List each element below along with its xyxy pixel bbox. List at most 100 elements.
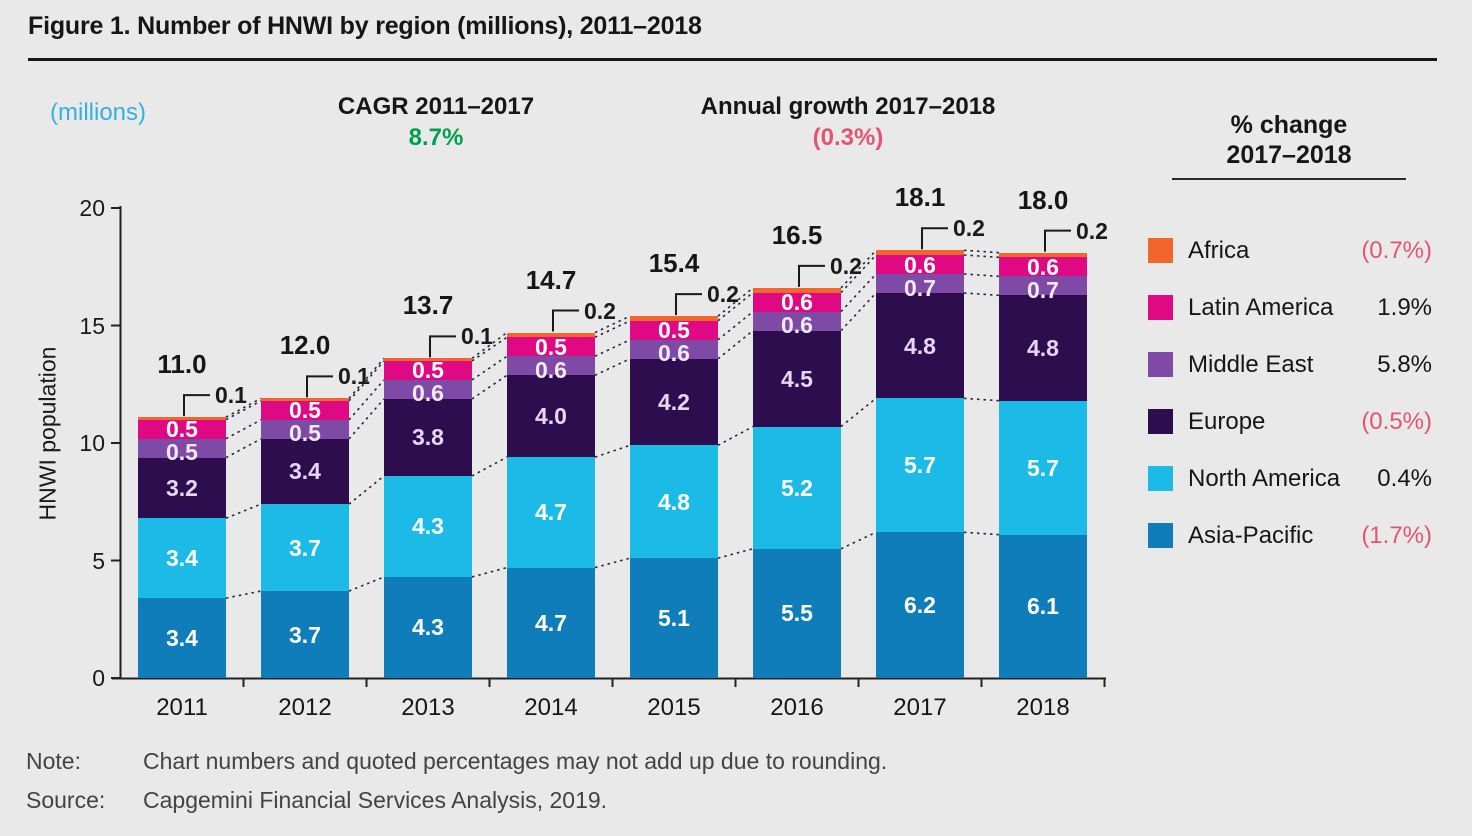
bar-segment-asia-pacific-2017 bbox=[876, 532, 964, 678]
segment-value-label: 0.6 bbox=[658, 340, 690, 367]
cagr-annotation: CAGR 2011–2017 8.7% bbox=[276, 93, 596, 152]
x-category-label: 2014 bbox=[524, 694, 578, 721]
segment-connector-dashed bbox=[963, 292, 1000, 297]
legend-swatch bbox=[1148, 295, 1173, 320]
callout-value-label: 0.2 bbox=[953, 215, 985, 242]
segment-connector-dashed bbox=[840, 292, 877, 332]
segment-value-label: 3.4 bbox=[166, 625, 198, 652]
bar-segment-latin-america-2012 bbox=[261, 400, 349, 420]
segment-connector-dashed bbox=[840, 397, 877, 428]
x-category-label: 2012 bbox=[278, 694, 332, 721]
bar-segment-asia-pacific-2013 bbox=[384, 576, 472, 678]
segment-connector-dashed bbox=[225, 438, 262, 459]
callout-value-label: 0.2 bbox=[830, 252, 862, 279]
bar-segment-asia-pacific-2011 bbox=[138, 598, 226, 678]
legend-swatch bbox=[1148, 238, 1173, 263]
legend-item-africa: Africa (0.7%) bbox=[1148, 238, 1448, 264]
segment-connector-dashed bbox=[840, 254, 877, 294]
segment-connector-dashed bbox=[471, 331, 508, 360]
callout-line bbox=[921, 227, 948, 250]
bar-segment-africa-2017 bbox=[876, 250, 964, 255]
bar-segment-north-america-2015 bbox=[630, 445, 718, 559]
legend-value: 5.8% bbox=[1377, 351, 1432, 378]
bar-segment-latin-america-2018 bbox=[999, 257, 1087, 277]
cagr-value: 8.7% bbox=[408, 124, 464, 151]
segment-value-label: 0.6 bbox=[535, 356, 567, 383]
bar-segment-latin-america-2013 bbox=[384, 360, 472, 380]
callout-line bbox=[183, 394, 210, 417]
figure-title: Figure 1. Number of HNWI by region (mill… bbox=[28, 12, 702, 40]
legend-label: Latin America bbox=[1188, 294, 1334, 321]
bar-segment-north-america-2013 bbox=[384, 475, 472, 577]
segment-connector-dashed bbox=[471, 456, 508, 477]
segment-connector-dashed bbox=[963, 397, 1000, 402]
legend-label: Asia-Pacific bbox=[1188, 522, 1314, 549]
bar-total-label: 14.7 bbox=[525, 264, 577, 295]
segment-value-label: 0.6 bbox=[1027, 253, 1059, 280]
callout-line bbox=[1044, 229, 1071, 252]
legend-label: Africa bbox=[1188, 237, 1250, 264]
segment-value-label: 4.0 bbox=[535, 403, 567, 430]
segment-value-label: 0.5 bbox=[289, 397, 321, 424]
y-tick-label: 0 bbox=[92, 665, 105, 691]
y-axis-unit-label: (millions) bbox=[50, 99, 146, 126]
annual-growth-label: Annual growth 2017–2018 bbox=[700, 93, 996, 120]
callout-value-label: 0.1 bbox=[461, 323, 493, 350]
legend-value: 0.4% bbox=[1377, 465, 1432, 492]
segment-connector-dashed bbox=[840, 273, 877, 313]
segment-connector-dashed bbox=[471, 374, 508, 400]
legend-label: Middle East bbox=[1188, 351, 1314, 378]
bar-segment-latin-america-2015 bbox=[630, 320, 718, 340]
legend-item-middle-east: Middle East 5.8% bbox=[1148, 352, 1448, 378]
source-label: Source: bbox=[26, 787, 106, 813]
legend-swatch bbox=[1148, 352, 1173, 377]
legend-value: (1.7%) bbox=[1361, 522, 1432, 549]
bar-segment-middle-east-2018 bbox=[999, 276, 1087, 296]
segment-connector-dashed bbox=[840, 249, 877, 289]
legend-title: % change 2017–2018 bbox=[1172, 110, 1406, 170]
segment-connector-dashed bbox=[717, 547, 754, 559]
segment-value-label: 3.4 bbox=[289, 458, 321, 485]
segment-connector-dashed bbox=[225, 590, 262, 599]
bar-segment-europe-2015 bbox=[630, 358, 718, 446]
legend-label: Europe bbox=[1188, 408, 1266, 435]
bar-total-label: 18.0 bbox=[1017, 184, 1069, 215]
x-category-label: 2011 bbox=[156, 694, 208, 721]
segment-value-label: 3.2 bbox=[166, 474, 198, 501]
segment-value-label: 5.7 bbox=[904, 452, 936, 479]
bar-segment-africa-2016 bbox=[753, 287, 841, 293]
segment-value-label: 3.8 bbox=[412, 424, 444, 451]
segment-value-label: 6.2 bbox=[904, 592, 936, 619]
callout-value-label: 0.2 bbox=[707, 281, 739, 308]
title-rule bbox=[28, 58, 1437, 61]
bar-total-label: 12.0 bbox=[279, 330, 331, 361]
x-category-label: 2017 bbox=[893, 694, 947, 721]
segment-connector-dashed bbox=[963, 531, 1000, 536]
segment-connector-dashed bbox=[963, 254, 1000, 259]
x-category-label: 2013 bbox=[401, 694, 455, 721]
segment-connector-dashed bbox=[717, 329, 754, 360]
callout-line bbox=[429, 335, 456, 358]
segment-value-label: 0.5 bbox=[166, 416, 198, 443]
segment-connector-dashed bbox=[594, 339, 631, 357]
segment-value-label: 0.5 bbox=[166, 439, 198, 466]
segment-value-label: 5.2 bbox=[781, 474, 813, 501]
bar-segment-north-america-2014 bbox=[507, 457, 595, 568]
cagr-label: CAGR 2011–2017 bbox=[337, 93, 535, 120]
bar-segment-latin-america-2017 bbox=[876, 255, 964, 274]
segment-connector-dashed bbox=[225, 419, 262, 440]
bar-segment-europe-2017 bbox=[876, 293, 964, 399]
bar-total-label: 16.5 bbox=[771, 219, 823, 250]
bar-segment-europe-2016 bbox=[753, 330, 841, 427]
segment-value-label: 0.7 bbox=[1027, 276, 1059, 303]
segment-value-label: 5.1 bbox=[658, 605, 690, 632]
segment-value-label: 0.6 bbox=[781, 289, 813, 316]
bar-segment-asia-pacific-2012 bbox=[261, 591, 349, 678]
bar-segment-africa-2015 bbox=[630, 316, 718, 321]
bar-segment-north-america-2018 bbox=[999, 400, 1087, 535]
annual-growth-annotation: Annual growth 2017–2018 (0.3%) bbox=[688, 93, 1008, 152]
legend-item-asia-pacific: Asia-Pacific (1.7%) bbox=[1148, 523, 1448, 549]
callout-line bbox=[306, 375, 333, 398]
bar-segment-asia-pacific-2016 bbox=[753, 548, 841, 678]
bar-segment-europe-2012 bbox=[261, 438, 349, 505]
